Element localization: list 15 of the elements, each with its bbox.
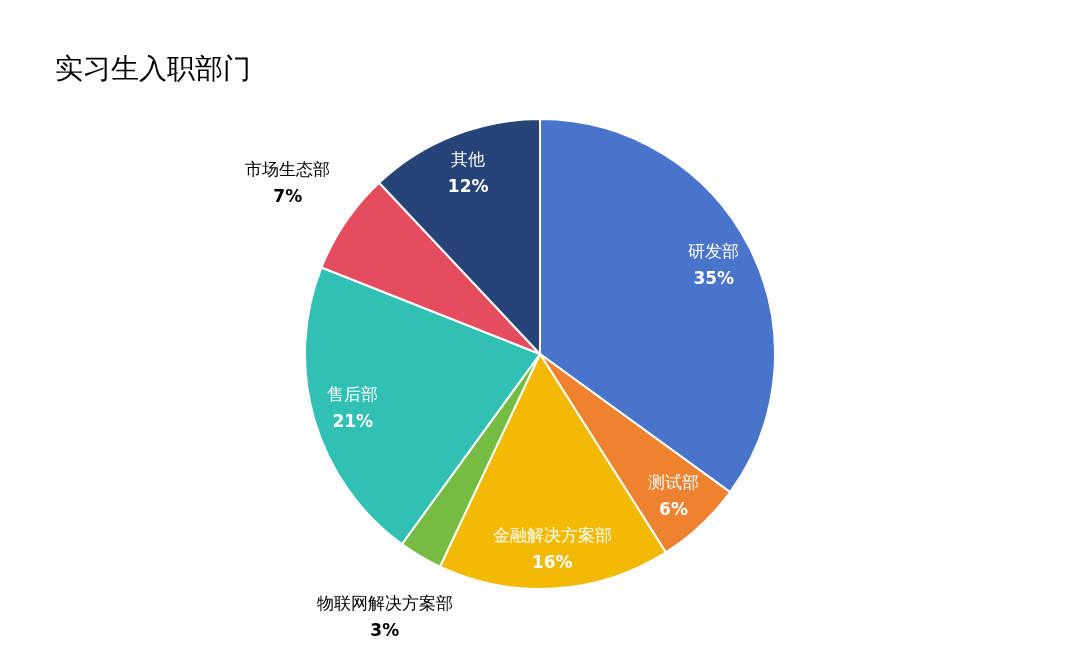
- data-label: 21%: [332, 411, 374, 432]
- data-label: 35%: [693, 268, 735, 289]
- slice-label: 测试部: [647, 472, 699, 493]
- slice-label: 其他: [451, 148, 486, 169]
- slice-label: 市场生态部: [245, 158, 331, 179]
- data-label: 16%: [531, 551, 573, 572]
- data-label: 6%: [659, 499, 688, 520]
- data-label: 12%: [447, 175, 489, 196]
- chart-title: 实习生入职部门: [55, 52, 251, 85]
- data-label: 7%: [273, 185, 303, 206]
- slice-label: 金融解决方案部: [492, 524, 612, 545]
- slice-label: 售后部: [327, 384, 379, 405]
- data-label: 3%: [370, 619, 400, 640]
- slice-label: 物联网解决方案部: [316, 592, 453, 613]
- slice-label: 研发部: [688, 241, 740, 262]
